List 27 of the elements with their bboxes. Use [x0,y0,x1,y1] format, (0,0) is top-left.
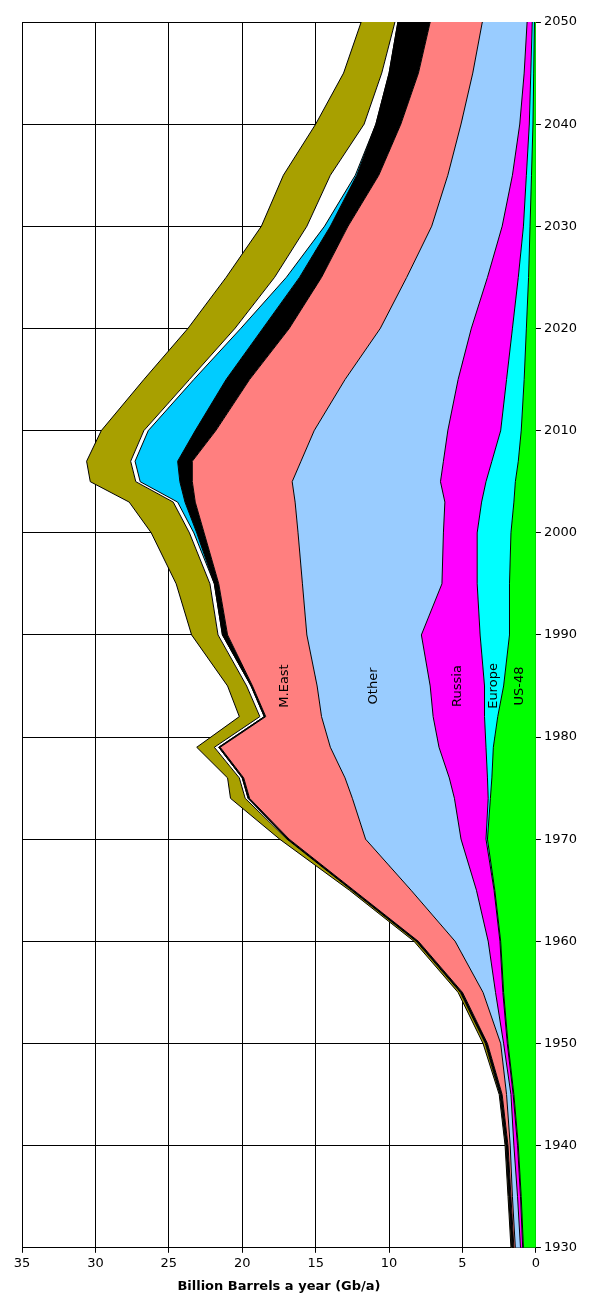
y-tick-label: 2050 [543,13,578,29]
y-tick-label: 2020 [543,319,578,335]
series-label: US-48 [511,666,527,706]
y-tick-label: 1930 [543,1239,578,1255]
x-axis-title: Billion Barrels a year (Gb/a) [177,1277,381,1293]
series-label: Other [365,666,381,705]
y-tick-label: 2010 [543,421,578,437]
y-tick-label: 1970 [543,830,578,846]
x-tick-label: 15 [307,1254,324,1270]
series-label: Europe [485,663,501,709]
y-tick-label: 2030 [543,217,578,233]
x-tick-label: 5 [458,1254,467,1270]
x-tick-label: 0 [531,1254,541,1270]
y-tick-label: 2000 [543,524,578,540]
y-tick-label: 2040 [543,115,578,131]
series-label: M.East [276,664,292,708]
y-tick-label: 1980 [543,728,578,744]
x-tick-label: 25 [160,1254,178,1270]
y-tick-label: 1950 [543,1034,578,1050]
x-tick-label: 10 [380,1254,398,1270]
series-label: Russia [448,665,464,707]
x-tick-label: 30 [87,1254,104,1270]
y-tick-label: 1960 [543,932,578,948]
y-tick-label: 1990 [543,626,578,642]
y-tick-label: 1940 [543,1137,578,1153]
x-tick-label: 20 [233,1254,251,1270]
x-tick-label: 35 [13,1254,31,1270]
